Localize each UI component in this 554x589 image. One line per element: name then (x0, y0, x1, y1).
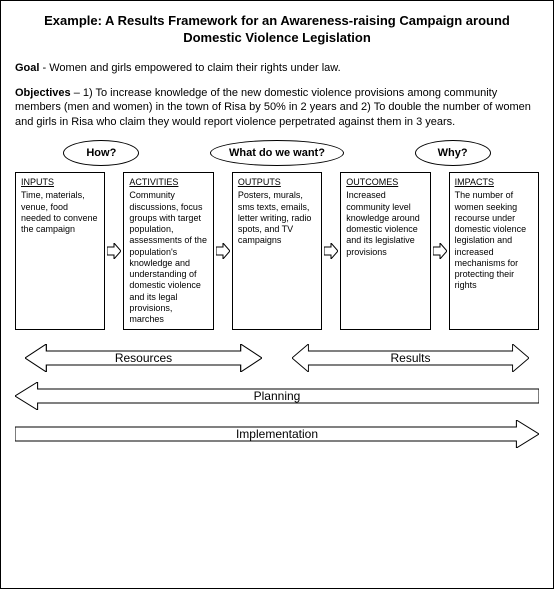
arrow-right-icon (324, 243, 338, 259)
box-inputs-header: INPUTS (21, 177, 99, 188)
objectives-label: Objectives (15, 87, 71, 99)
bubble-what: What do we want? (210, 140, 344, 166)
implementation-arrow: Implementation (15, 420, 539, 448)
box-activities-body: Community discussions, focus groups with… (129, 190, 207, 325)
planning-arrow-row: Planning (15, 382, 539, 410)
mid-arrows: Resources Results (15, 344, 539, 372)
box-impacts: IMPACTS The number of women seeking reco… (449, 172, 539, 330)
resources-arrow: Resources (25, 344, 262, 372)
goal-label: Goal (15, 62, 39, 74)
box-outputs-body: Posters, murals, sms texts, emails, lett… (238, 190, 316, 246)
results-label: Results (390, 351, 430, 365)
bubble-how: How? (63, 140, 139, 166)
goal-text: - Women and girls empowered to claim the… (39, 62, 340, 74)
box-outcomes: OUTCOMES Increased community level knowl… (340, 172, 430, 330)
framework-diagram: Example: A Results Framework for an Awar… (0, 0, 554, 589)
flow-boxes: INPUTS Time, materials, venue, food need… (15, 172, 539, 330)
box-activities: ACTIVITIES Community discussions, focus … (123, 172, 213, 330)
box-outcomes-header: OUTCOMES (346, 177, 424, 188)
planning-label: Planning (254, 389, 301, 403)
implementation-arrow-row: Implementation (15, 420, 539, 448)
question-bubbles: How? What do we want? Why? (15, 140, 539, 166)
box-outputs: OUTPUTS Posters, murals, sms texts, emai… (232, 172, 322, 330)
bubble-why: Why? (415, 140, 491, 166)
objectives-line: Objectives – 1) To increase knowledge of… (15, 86, 539, 131)
box-outcomes-body: Increased community level knowledge arou… (346, 190, 424, 258)
goal-line: Goal - Women and girls empowered to clai… (15, 61, 539, 76)
arrow-right-icon (216, 243, 230, 259)
box-outputs-header: OUTPUTS (238, 177, 316, 188)
arrow-right-icon (433, 243, 447, 259)
planning-arrow: Planning (15, 382, 539, 410)
implementation-label: Implementation (236, 427, 318, 441)
box-inputs-body: Time, materials, venue, food needed to c… (21, 190, 99, 235)
objectives-text: – 1) To increase knowledge of the new do… (15, 87, 531, 129)
box-activities-header: ACTIVITIES (129, 177, 207, 188)
box-impacts-header: IMPACTS (455, 177, 533, 188)
box-impacts-body: The number of women seeking recourse und… (455, 190, 533, 291)
resources-label: Resources (115, 351, 172, 365)
results-arrow: Results (292, 344, 529, 372)
box-inputs: INPUTS Time, materials, venue, food need… (15, 172, 105, 330)
diagram-title: Example: A Results Framework for an Awar… (15, 13, 539, 47)
arrow-right-icon (107, 243, 121, 259)
